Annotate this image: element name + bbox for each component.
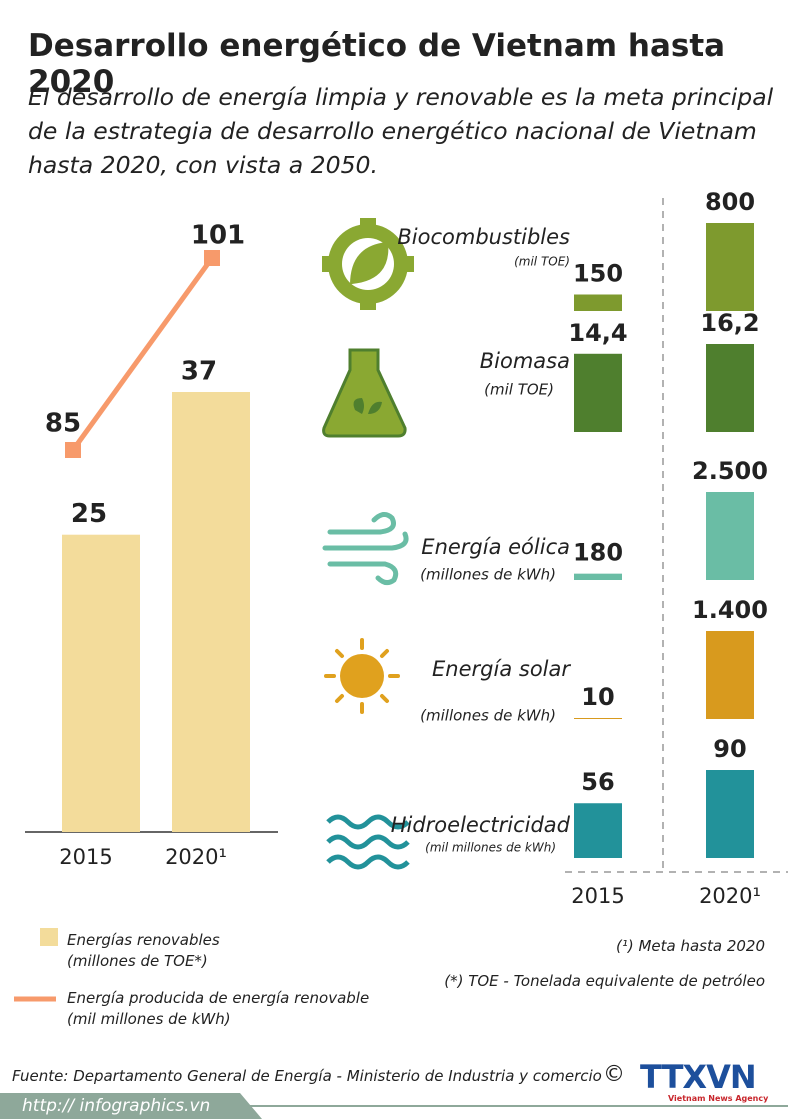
line-marker [204,250,220,266]
x-tick-label: 2020¹ [165,845,227,869]
note: (¹) Meta hasta 2020 [615,937,765,955]
agency: Vietnam News Agency [668,1094,769,1103]
bar [706,631,754,719]
bar [574,573,622,580]
line-marker [65,442,81,458]
logo: TTXVN [640,1058,757,1096]
value-label: 37 [181,357,217,387]
value-label: 101 [191,221,245,251]
value-label: 150 [573,260,623,288]
bar [62,534,140,832]
title: Desarrollo energético de Vietnam hasta 2… [28,28,726,100]
copyright: © [603,1062,625,1087]
row-unit: (millones de kWh) [420,566,556,584]
url: http:// infographics.vn [22,1096,211,1116]
bar [574,718,622,719]
legend-label: Energía producida de energía renovable (… [67,989,370,1028]
x-tick-label: 2020¹ [699,884,761,908]
row-unit: (mil millones de kWh) [425,841,556,855]
value-label: 85 [45,409,81,439]
bar [706,344,754,432]
row-label: Biomasa [480,349,570,373]
x-tick-label: 2015 [59,845,112,869]
source: Fuente: Departamento General de Energía … [12,1067,602,1085]
bar [706,770,754,858]
bar [706,492,754,580]
value-label: 16,2 [700,309,759,337]
row-unit: (mil TOE) [514,255,570,269]
row-label: Biocombustibles [397,225,570,249]
value-label: 1.400 [692,596,768,624]
value-label: 25 [71,499,107,529]
icon-gear [322,218,414,310]
bar [574,294,622,311]
row-label: Energía eólica [421,535,570,559]
bar [706,223,754,311]
row-label: Energía solar [432,657,571,681]
value-label: 90 [713,735,746,763]
subtitle: El desarrollo de energía limpia y renova… [28,83,774,179]
icon-sun [324,638,400,714]
value-label: 180 [573,539,623,567]
icon-wind [322,512,409,586]
value-label: 2.500 [692,457,768,485]
bar [172,392,250,832]
bar [574,803,622,858]
value-label: 56 [581,768,614,796]
value-label: 14,4 [568,319,627,347]
row-unit: (millones de kWh) [420,707,556,725]
icon-flask [322,348,407,438]
value-label: 10 [581,683,614,711]
legend-swatch [40,928,58,946]
x-tick-label: 2015 [571,884,624,908]
icon-water [326,814,410,870]
note: (*) TOE - Tonelada equivalente de petról… [444,972,765,990]
row-label: Hidroelectricidad [391,813,571,837]
line [70,256,215,452]
value-label: 800 [705,188,755,216]
row-unit: (mil TOE) [484,381,554,399]
url-band [0,1093,240,1119]
legend-label: Energías renovables (millones de TOE*) [67,931,220,970]
bar [574,353,622,432]
